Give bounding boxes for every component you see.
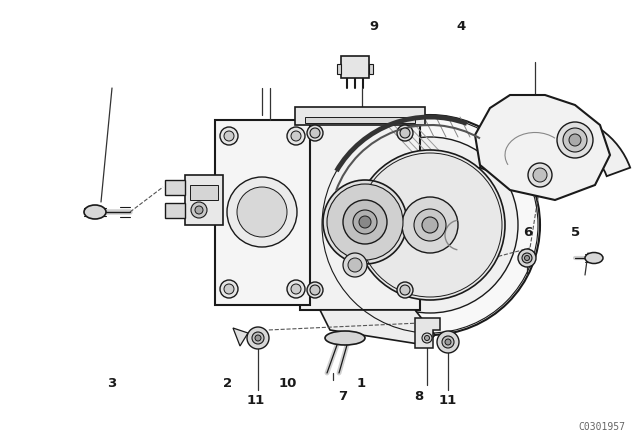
Circle shape	[255, 335, 261, 341]
Circle shape	[307, 125, 323, 141]
Polygon shape	[165, 180, 185, 195]
Circle shape	[224, 284, 234, 294]
Circle shape	[348, 258, 362, 272]
Bar	[295, 107, 425, 125]
Text: 6: 6	[524, 226, 532, 240]
Circle shape	[533, 168, 547, 182]
Circle shape	[518, 249, 536, 267]
Text: 11: 11	[439, 394, 457, 408]
Text: 2: 2	[223, 376, 232, 390]
Text: 11: 11	[247, 394, 265, 408]
Circle shape	[287, 280, 305, 298]
Text: 3: 3	[108, 376, 116, 390]
Polygon shape	[320, 310, 435, 345]
Circle shape	[557, 122, 593, 158]
Text: 4: 4	[456, 20, 465, 34]
Wedge shape	[480, 115, 630, 176]
Circle shape	[442, 336, 454, 348]
Circle shape	[355, 150, 505, 300]
Circle shape	[291, 131, 301, 141]
Text: 7: 7	[338, 390, 347, 403]
Bar	[215, 120, 310, 305]
Circle shape	[563, 128, 587, 152]
Circle shape	[359, 216, 371, 228]
Ellipse shape	[325, 331, 365, 345]
Circle shape	[224, 131, 234, 141]
Text: 5: 5	[572, 226, 580, 240]
Circle shape	[402, 197, 458, 253]
Circle shape	[227, 177, 297, 247]
Bar	[337, 64, 341, 74]
Circle shape	[237, 187, 287, 237]
Circle shape	[400, 128, 410, 138]
Polygon shape	[415, 318, 440, 348]
Text: 9: 9	[370, 20, 379, 34]
Text: 1: 1	[357, 376, 366, 390]
Text: 8: 8	[415, 390, 424, 403]
Bar	[341, 56, 369, 78]
Circle shape	[397, 125, 413, 141]
Circle shape	[220, 280, 238, 298]
Circle shape	[437, 331, 459, 353]
Circle shape	[528, 163, 552, 187]
Bar	[190, 185, 218, 200]
Circle shape	[424, 336, 429, 340]
Circle shape	[287, 127, 305, 145]
Circle shape	[320, 115, 540, 335]
Circle shape	[525, 255, 529, 260]
Polygon shape	[475, 95, 610, 200]
Circle shape	[291, 284, 301, 294]
Circle shape	[323, 180, 407, 264]
Circle shape	[522, 253, 532, 263]
Polygon shape	[233, 328, 248, 346]
Circle shape	[252, 332, 264, 344]
Bar	[300, 115, 420, 310]
Circle shape	[353, 210, 377, 234]
Circle shape	[422, 333, 432, 343]
Circle shape	[310, 285, 320, 295]
Bar	[369, 64, 373, 74]
Bar	[305, 117, 415, 123]
Circle shape	[343, 200, 387, 244]
Circle shape	[191, 202, 207, 218]
Circle shape	[343, 253, 367, 277]
Bar	[185, 175, 223, 225]
Circle shape	[327, 184, 403, 260]
Text: 10: 10	[279, 376, 297, 390]
Circle shape	[414, 209, 446, 241]
Circle shape	[195, 206, 203, 214]
Circle shape	[342, 137, 518, 313]
Circle shape	[220, 127, 238, 145]
Circle shape	[397, 282, 413, 298]
Circle shape	[569, 134, 581, 146]
Circle shape	[307, 282, 323, 298]
Ellipse shape	[84, 205, 106, 219]
Text: C0301957: C0301957	[578, 422, 625, 432]
Polygon shape	[165, 203, 185, 218]
Circle shape	[310, 128, 320, 138]
Circle shape	[247, 327, 269, 349]
Circle shape	[422, 217, 438, 233]
Circle shape	[445, 339, 451, 345]
Ellipse shape	[585, 253, 603, 263]
Circle shape	[400, 285, 410, 295]
